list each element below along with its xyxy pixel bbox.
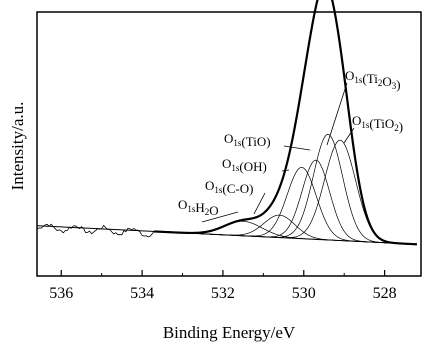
annotation-h2o: O1sH2O xyxy=(178,197,219,218)
component-ti2o3 xyxy=(154,134,417,245)
annotation-leader-co xyxy=(253,192,266,215)
annotation-tio: O1s(TiO) xyxy=(224,131,271,149)
x-axis-label: Binding Energy/eV xyxy=(163,323,296,342)
annotation-oh: O1s(OH) xyxy=(222,156,267,174)
x-tick-label: 532 xyxy=(211,285,235,302)
component-co xyxy=(154,214,417,245)
x-tick-label: 536 xyxy=(49,285,73,302)
envelope-line xyxy=(153,0,418,246)
component-tio2 xyxy=(154,139,417,245)
y-axis-label: Intensity/a.u. xyxy=(8,102,27,191)
annotation-ti2o3: O1s(Ti2O3) xyxy=(345,68,401,92)
annotation-leader-tio2 xyxy=(343,127,355,144)
annotation-leader-h2o xyxy=(201,211,239,223)
annotation-leader-oh xyxy=(281,169,290,172)
x-tick-label: 534 xyxy=(130,285,154,302)
x-tick-label: 530 xyxy=(292,285,316,302)
raw-data-line xyxy=(36,223,155,238)
plot-frame xyxy=(36,11,422,277)
x-tick-label: 528 xyxy=(373,285,397,302)
series-layer xyxy=(36,0,418,246)
annotation-leader-tio xyxy=(283,145,311,151)
annotation-leader-ti2o3 xyxy=(326,82,348,146)
annotation-tio2: O1s(TiO2) xyxy=(352,113,403,134)
annotation-co: O1s(C-O) xyxy=(205,178,253,196)
tick-layer: 536 534 532 530 528 xyxy=(49,270,397,302)
